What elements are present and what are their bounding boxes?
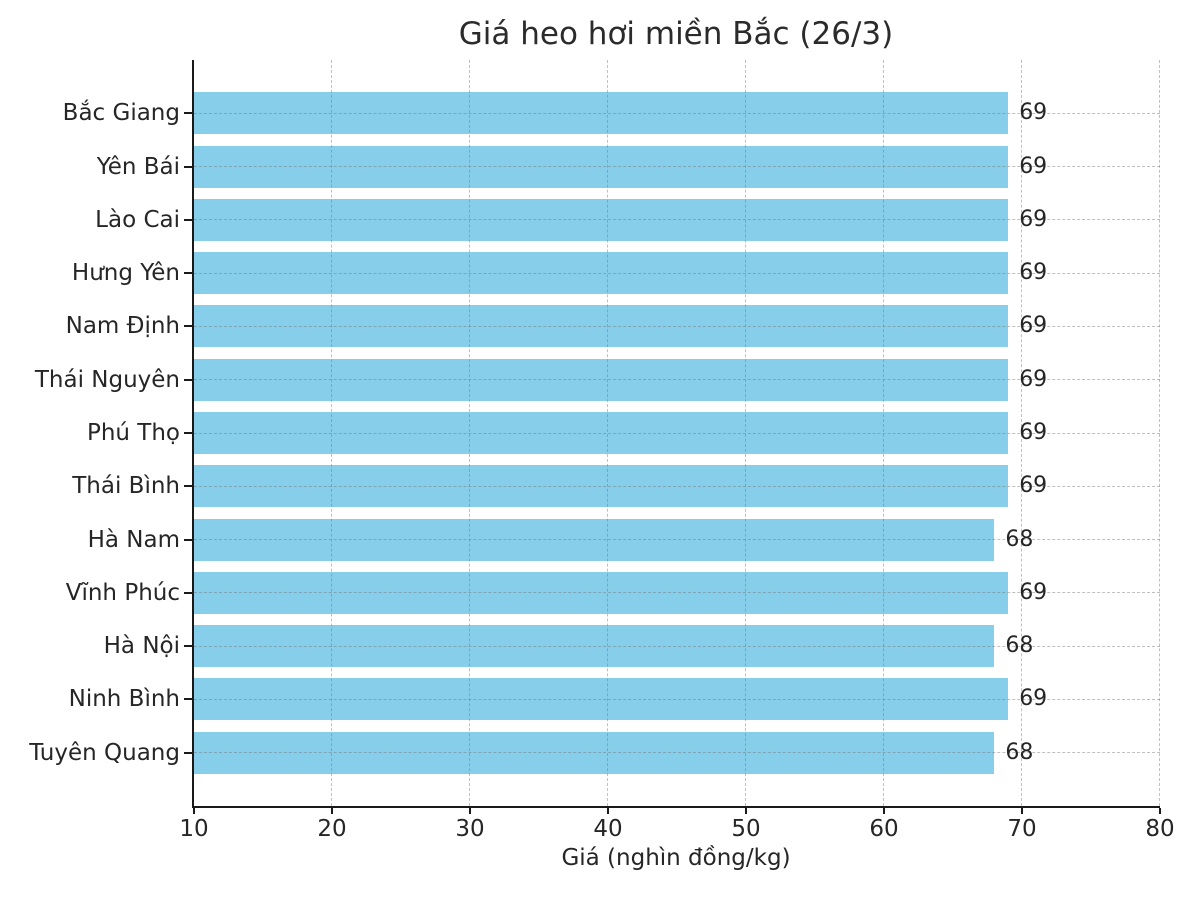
v-gridline <box>745 60 746 806</box>
x-tick-label: 60 <box>869 816 899 842</box>
h-gridline <box>194 698 1160 700</box>
v-gridline <box>1021 60 1022 806</box>
y-tick-label: Ninh Bình <box>68 686 180 713</box>
y-tick <box>184 538 192 541</box>
y-tick <box>184 591 192 594</box>
v-gridline <box>331 60 332 806</box>
y-tick <box>184 378 192 381</box>
x-tick-label: 10 <box>179 816 209 842</box>
bar-value-label: 68 <box>1005 633 1034 659</box>
h-gridline <box>194 592 1160 594</box>
y-tick <box>184 698 192 701</box>
v-gridline <box>469 60 470 806</box>
h-gridline <box>194 432 1160 434</box>
x-tick-label: 40 <box>593 816 623 842</box>
y-tick-label: Nam Định <box>65 313 180 340</box>
y-tick-label: Tuyên Quang <box>29 739 180 766</box>
h-gridline <box>194 379 1160 381</box>
h-gridline <box>194 645 1160 647</box>
y-tick <box>184 165 192 168</box>
bar-value-label: 69 <box>1019 420 1048 445</box>
y-tick <box>184 485 192 488</box>
y-tick-label: Phú Thọ <box>86 420 180 446</box>
bar-value-label: 68 <box>1005 526 1034 552</box>
chart-title: Giá heo hơi miền Bắc (26/3) <box>458 16 894 52</box>
bar <box>194 518 995 561</box>
x-tick-label: 70 <box>1007 816 1037 842</box>
x-tick <box>607 808 609 814</box>
x-tick <box>331 808 333 814</box>
h-gridline <box>194 485 1160 487</box>
v-gridline <box>607 60 608 806</box>
bar <box>194 358 1009 401</box>
x-tick-label: 80 <box>1145 816 1175 842</box>
h-gridline <box>194 539 1160 541</box>
y-tick <box>184 645 192 648</box>
y-tick-label: Hà Nam <box>87 526 180 553</box>
x-tick-label: 20 <box>317 816 347 842</box>
h-gridline <box>194 219 1160 221</box>
bar <box>194 731 995 774</box>
bar <box>194 625 995 668</box>
bar-value-label: 69 <box>1019 579 1048 605</box>
bar <box>194 571 1009 614</box>
bar-value-label: 69 <box>1019 473 1048 499</box>
bar-value-label: 69 <box>1019 206 1048 232</box>
x-tick <box>1021 808 1023 814</box>
bar <box>194 252 1009 295</box>
y-tick-label: Yên Bái <box>96 153 180 180</box>
y-tick-label: Thái Bình <box>72 473 180 500</box>
y-tick-label: Lào Cai <box>95 206 180 233</box>
bar-value-label: 69 <box>1019 153 1048 179</box>
y-tick-label: Bắc Giang <box>62 100 180 127</box>
bar-value-label: 69 <box>1019 260 1048 286</box>
v-gridline <box>883 60 884 806</box>
x-tick <box>193 808 195 814</box>
y-tick-label: Hưng Yên <box>71 260 180 287</box>
plot-area: 10 20 30 40 50 60 70 80 Bắc Giang 69 Yên Bái 69 Lào … <box>29 60 1175 842</box>
x-tick <box>1159 808 1161 814</box>
y-tick <box>184 272 192 275</box>
h-gridline <box>194 325 1160 327</box>
bar <box>194 465 1009 508</box>
h-gridline <box>194 166 1160 168</box>
bar-value-label: 69 <box>1019 100 1048 126</box>
bar <box>194 198 1009 241</box>
bar-value-label: 69 <box>1019 313 1048 339</box>
h-gridline <box>194 272 1160 274</box>
x-tick <box>883 808 885 814</box>
bar <box>194 412 1009 454</box>
y-tick-label: Vĩnh Phúc <box>65 579 180 606</box>
bar-value-label: 68 <box>1005 739 1034 765</box>
h-gridline <box>194 752 1160 754</box>
x-axis-label: Giá (nghìn đồng/kg) <box>561 845 791 871</box>
bar <box>194 678 1009 721</box>
y-tick <box>184 325 192 328</box>
y-tick-label: Thái Nguyên <box>34 366 180 393</box>
x-tick <box>745 808 747 814</box>
x-tick-label: 50 <box>731 816 761 842</box>
bar <box>194 145 1009 188</box>
bar-value-label: 69 <box>1019 686 1048 712</box>
x-tick <box>469 808 471 814</box>
h-gridline <box>194 112 1160 114</box>
v-gridline <box>1159 60 1160 806</box>
y-tick <box>184 751 192 754</box>
y-tick <box>184 112 192 115</box>
bar <box>194 305 1009 348</box>
y-tick-label: Hà Nội <box>103 633 180 660</box>
bar <box>194 92 1009 135</box>
x-tick-label: 30 <box>455 816 485 842</box>
bar-value-label: 69 <box>1019 366 1048 392</box>
y-tick <box>184 432 192 434</box>
y-tick <box>184 218 192 221</box>
